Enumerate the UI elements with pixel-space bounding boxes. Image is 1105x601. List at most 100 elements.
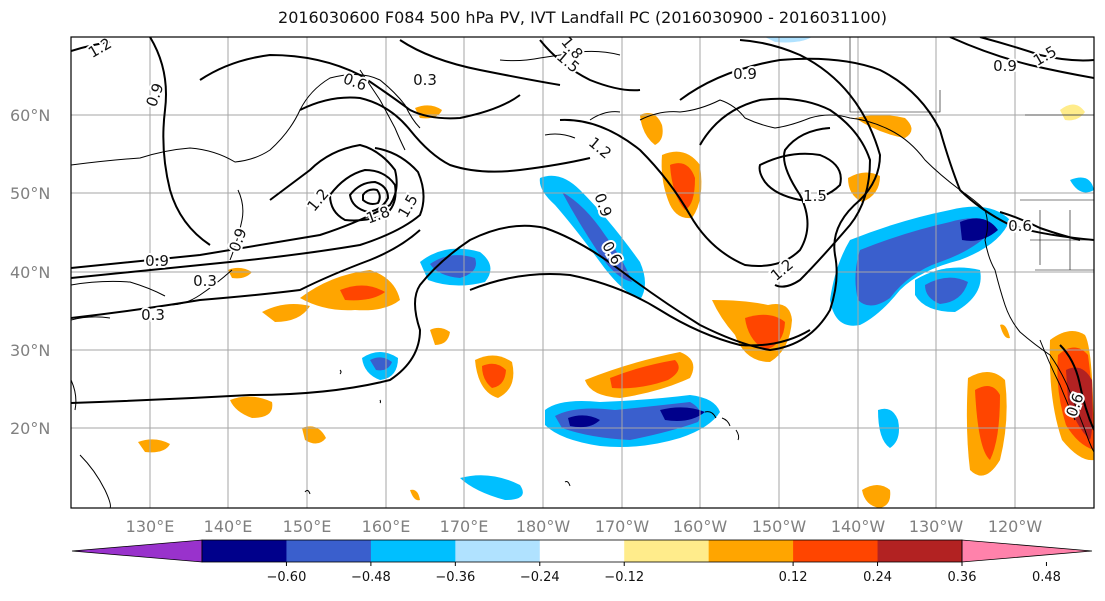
positive-anomaly-region — [610, 360, 679, 389]
colorbar-tick-label: 0.24 — [863, 570, 892, 585]
lon-label: 140°W — [831, 517, 886, 536]
lon-label: 160°E — [362, 517, 411, 536]
coastline-islands — [304, 369, 571, 495]
pv-contours — [71, 37, 1094, 431]
colorbar-segment — [202, 540, 287, 562]
positive-anomaly-region — [848, 172, 880, 202]
colorbar-tick-label: −0.24 — [520, 570, 560, 585]
pv-contour — [71, 229, 421, 319]
coastline-kamchatka — [359, 69, 406, 151]
contour-label: 0.3 — [141, 306, 165, 324]
pv-contour — [328, 168, 397, 222]
colorbar-segment — [793, 540, 879, 562]
positive-anomaly-region — [862, 485, 891, 508]
positive-anomaly-region — [228, 267, 252, 279]
positive-anomaly-region — [262, 304, 310, 322]
positive-anomaly-region — [302, 426, 326, 444]
state-borders — [1020, 199, 1094, 271]
colorbar-frame — [201, 539, 963, 563]
lon-axis: 130°E 140°E 150°E 160°E 170°E 180°W 170°… — [126, 517, 1043, 536]
colorbar-extend-low — [71, 539, 203, 563]
pv-contour — [199, 53, 521, 120]
contour-label: 0.9 — [733, 65, 757, 83]
pv-contour — [999, 211, 1081, 241]
negative-anomaly-region — [562, 192, 632, 282]
positive-anomaly-region — [340, 285, 385, 301]
contour-label: 1.5 — [803, 187, 827, 205]
pv-contour — [362, 188, 381, 205]
colorbar-tick-label: −0.48 — [351, 570, 391, 585]
colorbar-segment — [370, 540, 456, 562]
contour-label: 0.9 — [993, 57, 1017, 75]
pv-contour — [758, 152, 842, 202]
pv-contour — [299, 96, 591, 173]
positive-anomaly-region — [640, 112, 663, 145]
positive-anomaly-region — [482, 363, 506, 388]
colorbar-segment — [286, 540, 372, 562]
coastline-na-west — [984, 209, 1094, 453]
positive-anomaly-region — [975, 386, 1000, 460]
colorbar-tick-label: −0.12 — [604, 570, 644, 585]
pv-contour — [348, 180, 390, 214]
lon-label: 150°W — [752, 517, 807, 536]
colorbar-segment — [708, 540, 794, 562]
colorbar-tick-label: 0.12 — [779, 570, 808, 585]
positive-anomaly-region — [1060, 104, 1085, 121]
colorbar: −0.60 −0.48 −0.36 −0.24 −0.12 0.12 0.24 0.36 0.4… — [71, 539, 1093, 585]
lon-label: 170°W — [595, 517, 650, 536]
pv-contour — [71, 147, 425, 279]
positive-anomaly-region — [230, 396, 273, 418]
contour-label: 0.6 — [1008, 217, 1032, 235]
colorbar-tick-label: −0.60 — [267, 570, 307, 585]
pv-contour — [539, 39, 641, 92]
contour-label: 0.9 — [145, 252, 169, 270]
lat-label: 20°N — [10, 419, 50, 438]
lon-label: 170°E — [440, 517, 489, 536]
positive-anomaly-region — [138, 439, 170, 453]
colorbar-segment — [455, 540, 541, 562]
negative-anomaly-region — [568, 415, 600, 428]
lat-label: 50°N — [10, 184, 50, 203]
positive-anomaly-region — [430, 327, 450, 345]
pv-contour — [679, 57, 1094, 241]
positive-anomaly-region — [1066, 367, 1093, 440]
lat-label: 40°N — [10, 263, 50, 282]
pv-contour — [399, 39, 561, 86]
lon-label: 130°E — [126, 517, 175, 536]
map-frame — [70, 36, 1095, 509]
contour-label: 0.3 — [413, 71, 437, 89]
lon-label: 180°W — [516, 517, 571, 536]
negative-anomaly-region — [960, 218, 998, 241]
coastlines — [71, 37, 1094, 508]
colorbar-tick-label: 0.48 — [1032, 570, 1061, 585]
positive-anomaly-region — [410, 489, 420, 501]
colorbar-segment — [877, 540, 963, 562]
canada-border — [849, 37, 1094, 116]
pv-contour — [1059, 344, 1094, 431]
lon-label: 150°E — [283, 517, 332, 536]
pv-contour — [71, 41, 111, 52]
negative-anomaly-region — [460, 475, 523, 500]
colorbar-tick-label: −0.36 — [435, 570, 475, 585]
negative-anomaly-region — [1070, 177, 1094, 193]
coastline-alaska — [639, 99, 986, 211]
lat-axis: 60°N 50°N 40°N 30°N 20°N — [10, 106, 50, 438]
colorbar-segment — [624, 540, 710, 562]
negative-anomaly-region — [855, 218, 995, 306]
coastline-baja — [1039, 339, 1076, 421]
pv-contour — [699, 97, 872, 288]
coastline-philippines — [71, 379, 111, 508]
pv-contour — [71, 39, 882, 404]
negative-anomaly-region — [765, 37, 812, 43]
graticule — [71, 37, 1094, 508]
pv-contour — [949, 37, 1094, 79]
lat-label: 60°N — [10, 106, 50, 125]
lon-label: 130°W — [909, 517, 964, 536]
positive-anomaly-region — [670, 163, 695, 210]
coastline-korea-china — [71, 280, 166, 321]
colorbar-extend-high — [961, 539, 1093, 563]
coastline-aleutians — [499, 50, 621, 139]
negative-anomaly-region — [660, 407, 705, 421]
colorbar-segment — [539, 540, 625, 562]
